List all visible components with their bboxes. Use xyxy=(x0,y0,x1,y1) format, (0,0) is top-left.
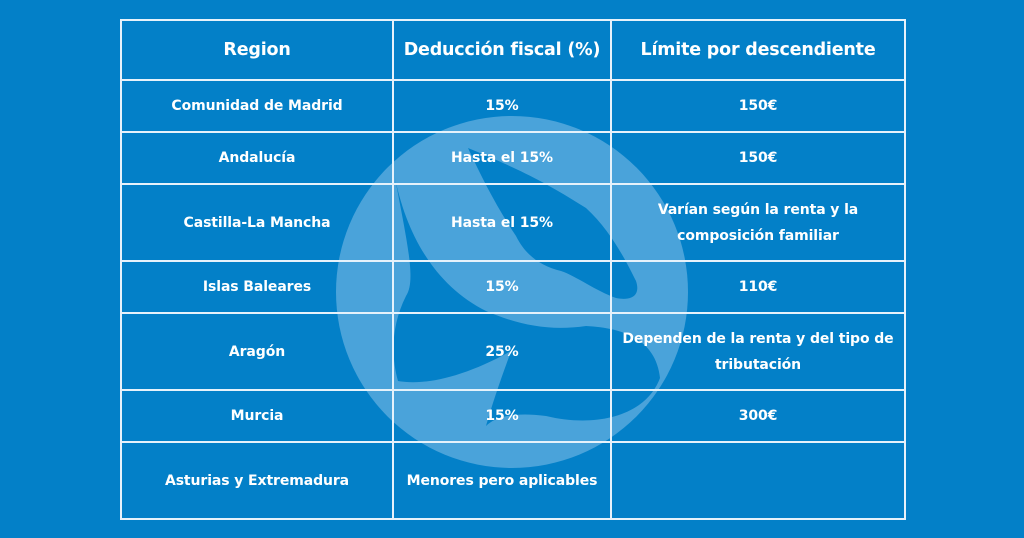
table-row: Aragón 25% Dependen de la renta y del ti… xyxy=(120,312,906,391)
cell-region: Aragón xyxy=(120,312,394,391)
table-row: Andalucía Hasta el 15% 150€ xyxy=(120,131,906,185)
cell-deduccion: Hasta el 15% xyxy=(392,183,612,262)
cell-limite: 150€ xyxy=(610,79,906,133)
cell-limite: 110€ xyxy=(610,260,906,314)
table-row: Comunidad de Madrid 15% 150€ xyxy=(120,79,906,133)
cell-region: Castilla-La Mancha xyxy=(120,183,394,262)
cell-deduccion: 25% xyxy=(392,312,612,391)
cell-deduccion: 15% xyxy=(392,79,612,133)
table-row: Murcia 15% 300€ xyxy=(120,389,906,443)
cell-region: Asturias y Extremadura xyxy=(120,441,394,520)
cell-region: Murcia xyxy=(120,389,394,443)
cell-deduccion: Hasta el 15% xyxy=(392,131,612,185)
table-row: Islas Baleares 15% 110€ xyxy=(120,260,906,314)
cell-deduccion: 15% xyxy=(392,260,612,314)
header-limite: Límite por descendiente xyxy=(610,19,906,81)
cell-limite: Varían según la renta y la composición f… xyxy=(610,183,906,262)
cell-region: Comunidad de Madrid xyxy=(120,79,394,133)
cell-limite xyxy=(610,441,906,520)
cell-deduccion: 15% xyxy=(392,389,612,443)
table-header-row: Region Deducción fiscal (%) Límite por d… xyxy=(120,19,906,81)
cell-limite: 300€ xyxy=(610,389,906,443)
deductions-table: Region Deducción fiscal (%) Límite por d… xyxy=(120,19,906,520)
cell-limite: 150€ xyxy=(610,131,906,185)
table-row: Asturias y Extremadura Menores pero apli… xyxy=(120,441,906,520)
cell-region: Andalucía xyxy=(120,131,394,185)
cell-deduccion: Menores pero aplicables xyxy=(392,441,612,520)
cell-limite: Dependen de la renta y del tipo de tribu… xyxy=(610,312,906,391)
table-row: Castilla-La Mancha Hasta el 15% Varían s… xyxy=(120,183,906,262)
cell-region: Islas Baleares xyxy=(120,260,394,314)
header-deduccion: Deducción fiscal (%) xyxy=(392,19,612,81)
header-region: Region xyxy=(120,19,394,81)
